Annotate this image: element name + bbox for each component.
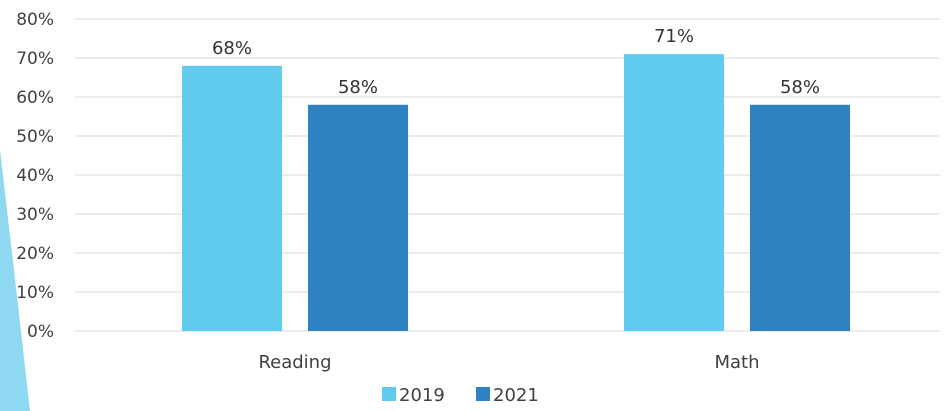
legend-swatch-2021 xyxy=(476,387,490,401)
bar-2021-math xyxy=(750,104,850,331)
y-tick-label: 80% xyxy=(16,10,54,30)
bar-2019-math xyxy=(624,54,724,331)
legend: 2019 2021 xyxy=(382,385,539,406)
data-label: 58% xyxy=(780,77,820,98)
data-label: 58% xyxy=(338,77,378,98)
bar-2021-reading xyxy=(308,104,408,331)
data-label: 68% xyxy=(212,38,252,59)
x-category-label: Math xyxy=(714,352,759,373)
y-tick-label: 30% xyxy=(16,205,54,225)
legend-swatch-2019 xyxy=(382,387,396,401)
decorative-wedge xyxy=(0,150,30,411)
y-tick-label: 60% xyxy=(16,88,54,108)
y-tick-label: 20% xyxy=(16,244,54,264)
data-labels: 68% 71% 58% 58% xyxy=(212,26,820,98)
y-tick-label: 0% xyxy=(27,322,54,342)
y-tick-label: 70% xyxy=(16,49,54,69)
y-tick-label: 50% xyxy=(16,127,54,147)
bars xyxy=(182,54,850,332)
data-label: 71% xyxy=(654,26,694,47)
legend-label: 2021 xyxy=(493,385,539,406)
y-tick-label: 10% xyxy=(16,283,54,303)
y-tick-label: 40% xyxy=(16,166,54,186)
x-axis: Reading Math xyxy=(258,352,759,373)
x-category-label: Reading xyxy=(258,352,331,373)
legend-label: 2019 xyxy=(399,385,445,406)
y-axis: 0% 10% 20% 30% 40% 50% 60% 70% 80% xyxy=(16,10,54,342)
bar-2019-reading xyxy=(182,65,282,332)
